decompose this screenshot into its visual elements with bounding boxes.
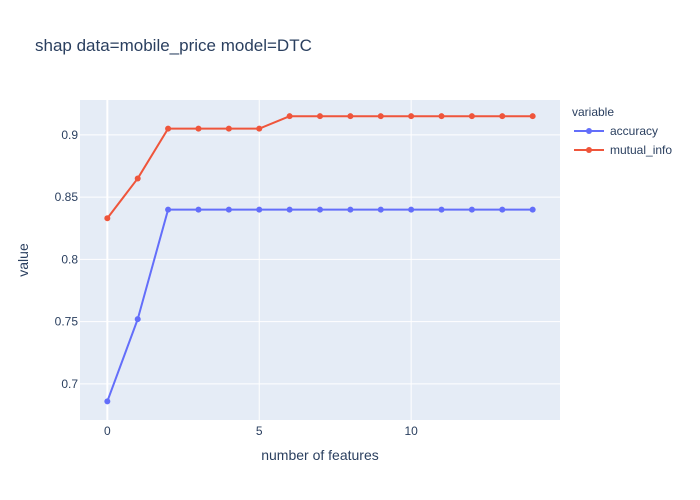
legend-marker	[586, 147, 592, 153]
data-point	[347, 113, 354, 120]
series-layer	[104, 113, 536, 405]
series-mutual_info	[104, 113, 536, 222]
data-point	[165, 206, 172, 213]
data-point	[256, 206, 263, 213]
data-point	[195, 125, 202, 132]
data-point	[317, 206, 323, 213]
data-point	[438, 113, 445, 120]
data-point	[438, 206, 445, 213]
data-point	[286, 206, 293, 213]
data-point	[347, 206, 354, 213]
data-point	[104, 215, 111, 222]
x-tick-label: 5	[256, 424, 263, 438]
data-point	[317, 113, 323, 120]
y-tick-label: 0.9	[61, 128, 78, 142]
legend-item-accuracy[interactable]: accuracy	[574, 124, 658, 138]
data-point	[377, 206, 384, 213]
data-point	[529, 206, 536, 213]
y-tick-label: 0.75	[55, 315, 79, 329]
plot-area	[80, 100, 560, 420]
legend-label: accuracy	[610, 124, 658, 138]
chart-title: shap data=mobile_price model=DTC	[35, 36, 312, 55]
data-point	[225, 206, 232, 213]
data-point	[408, 206, 415, 213]
data-point	[408, 113, 415, 120]
legend-marker	[586, 128, 592, 134]
data-point	[468, 206, 475, 213]
data-point	[195, 206, 202, 213]
grid	[80, 100, 560, 420]
data-point	[225, 125, 232, 132]
series-accuracy	[104, 206, 536, 405]
x-tick-label: 10	[404, 424, 418, 438]
x-tick-label: 0	[104, 424, 111, 438]
y-axis-title: value	[15, 243, 31, 277]
data-point	[286, 113, 293, 120]
data-point	[499, 206, 506, 213]
data-point	[256, 125, 263, 132]
data-point	[529, 113, 536, 120]
y-tick-label: 0.8	[61, 252, 78, 266]
data-point	[165, 125, 172, 132]
legend: variable accuracy mutual_info	[572, 105, 672, 157]
y-tick-label: 0.85	[55, 190, 79, 204]
data-point	[134, 316, 141, 323]
data-point	[104, 398, 111, 405]
legend-items: accuracy mutual_info	[574, 124, 672, 157]
x-axis-title: number of features	[261, 447, 379, 463]
data-point	[499, 113, 506, 120]
tick-layer: 0 5 10 0.7 0.75 0.8 0.85 0.9	[55, 128, 418, 438]
legend-title: variable	[572, 105, 614, 119]
data-point	[134, 175, 141, 182]
y-tick-label: 0.7	[61, 377, 78, 391]
legend-label: mutual_info	[610, 143, 672, 157]
legend-item-mutual_info[interactable]: mutual_info	[574, 143, 672, 157]
data-point	[377, 113, 384, 120]
data-point	[468, 113, 475, 120]
